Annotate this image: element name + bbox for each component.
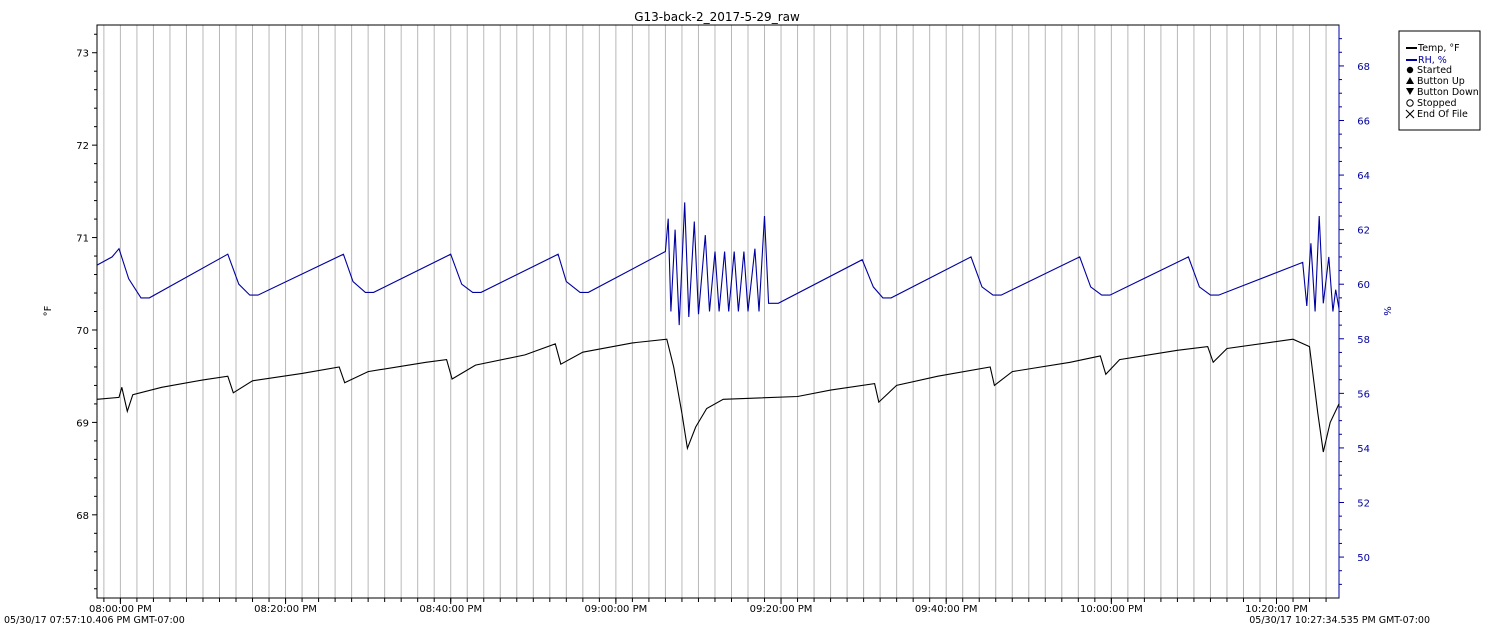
right-axis-tick-label: 54 — [1357, 444, 1370, 455]
x-axis-tick-label: 09:40:00 PM — [915, 604, 978, 615]
button-down-marker-icon — [1406, 88, 1414, 95]
x-axis-tick-label: 09:00:00 PM — [585, 604, 648, 615]
series-line-temp — [96, 338, 1340, 453]
chart-title: G13-back-2_2017-5-29_raw — [634, 10, 800, 24]
end-timestamp: 05/30/17 10:27:34.535 PM GMT-07:00 — [1249, 615, 1430, 626]
left-axis-tick-label: 69 — [76, 418, 89, 429]
series-line-rh — [96, 202, 1340, 326]
left-axis-ticks: 68 69 70 71 72 73 — [76, 33, 97, 590]
stopped-marker-icon — [1406, 99, 1414, 107]
legend-label-button-down: Button Down — [1417, 87, 1479, 98]
x-axis-ticks: 08:00:00 PM 08:20:00 PM 08:40:00 PM 09:00:0… — [89, 598, 1327, 615]
start-timestamp: 05/30/17 07:57:10.406 PM GMT-07:00 — [4, 615, 185, 626]
left-axis-tick-label: 71 — [76, 234, 89, 245]
legend-label-rh: RH, % — [1418, 55, 1447, 66]
end-of-file-marker-icon — [1405, 109, 1415, 119]
button-up-marker-icon — [1406, 77, 1414, 84]
right-axis-tick-label: 58 — [1357, 335, 1370, 346]
x-axis-tick-label: 10:20:00 PM — [1245, 604, 1308, 615]
x-axis-tick-label: 08:20:00 PM — [254, 604, 317, 615]
legend: Temp, °F RH, % Started Button Up Button … — [1398, 30, 1481, 131]
right-axis-label: % — [1381, 306, 1392, 316]
left-axis-tick-label: 68 — [76, 511, 89, 522]
right-axis-tick-label: 50 — [1357, 553, 1370, 564]
vertical-gridlines — [103, 25, 1327, 598]
right-axis-tick-label: 62 — [1357, 226, 1370, 237]
started-marker-icon — [1406, 66, 1414, 74]
right-axis-ticks: 50 52 54 56 58 60 62 64 66 68 — [1338, 25, 1370, 598]
right-axis-tick-label: 56 — [1357, 389, 1370, 400]
right-axis-tick-label: 68 — [1357, 62, 1370, 73]
right-axis-tick-label: 66 — [1357, 117, 1370, 128]
x-axis-tick-label: 08:40:00 PM — [419, 604, 482, 615]
left-axis-tick-label: 72 — [76, 141, 89, 152]
x-axis-tick-label: 10:00:00 PM — [1080, 604, 1143, 615]
right-axis-tick-label: 52 — [1357, 499, 1370, 510]
left-axis-tick-label: 70 — [76, 326, 89, 337]
plot-area — [96, 24, 1340, 599]
legend-label-temp: Temp, °F — [1417, 43, 1460, 54]
legend-label-end-of-file: End Of File — [1417, 109, 1468, 120]
x-axis-tick-label: 09:20:00 PM — [750, 604, 813, 615]
left-axis-tick-label: 73 — [76, 49, 89, 60]
legend-label-button-up: Button Up — [1417, 76, 1465, 87]
legend-label-started: Started — [1417, 65, 1452, 76]
legend-label-stopped: Stopped — [1417, 98, 1457, 109]
right-axis-tick-label: 64 — [1357, 171, 1370, 182]
left-axis-label: °F — [43, 305, 54, 316]
right-axis-tick-label: 60 — [1357, 280, 1370, 291]
x-axis-tick-label: 08:00:00 PM — [89, 604, 152, 615]
